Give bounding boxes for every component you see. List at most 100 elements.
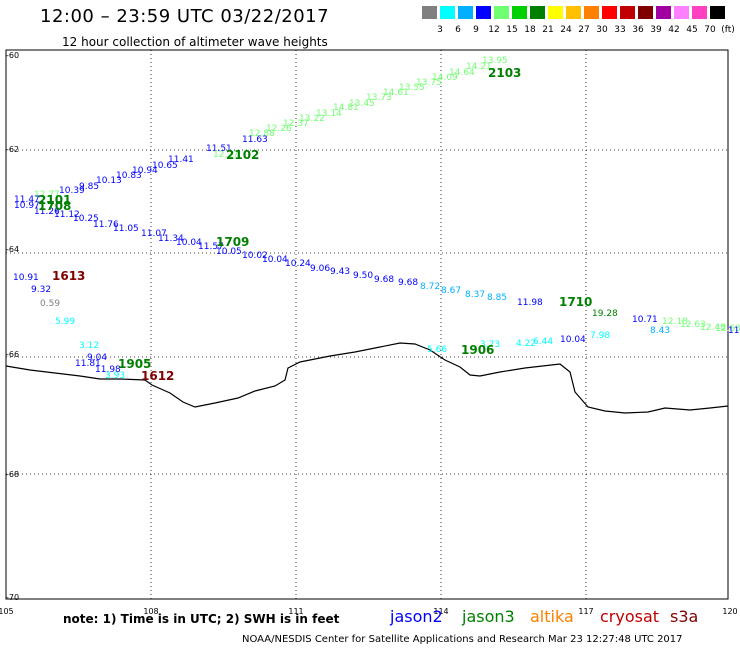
wave-height-value: 11.47 [14,195,40,205]
footer-credit: NOAA/NESDIS Center for Satellite Applica… [242,634,683,645]
scale-swatch [656,6,671,19]
wave-height-value: 10.04 [560,335,586,345]
wave-height-value: 12.48 [700,323,726,333]
scale-label: 30 [596,25,608,35]
wave-height-value: 10.97 [14,201,40,211]
wave-height-value: 5.66 [427,345,447,355]
wave-height-value: 11.81 [75,359,101,369]
wave-height-value: 14.21 [466,62,492,72]
pass-label: 1709 [216,235,249,249]
wave-height-value: 9.85 [79,182,99,192]
wave-height-value: 10.83 [116,171,142,181]
wave-height-value: 13.95 [482,56,508,66]
scale-label: 36 [632,25,644,35]
lon-label: 111 [288,607,303,616]
wave-height-value: 12.18 [662,317,688,327]
wave-height-value: 10.65 [152,161,178,171]
wave-height-value: 19.28 [592,309,618,319]
wave-height-value: 13.55 [399,83,425,93]
scale-label: 21 [542,25,554,35]
scale-label: (ft) [721,25,735,35]
wave-height-value: 10.02 [242,251,268,261]
scale-label: 12 [488,25,500,35]
wave-height-value: 11 [728,326,739,336]
wave-height-value: 10.04 [176,238,202,248]
lon-label: 120 [722,607,737,616]
wave-height-value: 11.07 [141,229,167,239]
pass-label: 1708 [38,199,71,213]
pass-label: 2101 [38,193,71,207]
scale-label: 70 [704,25,716,35]
scale-swatch [476,6,491,19]
lat-label: -68 [6,470,19,479]
scale-label: 9 [473,25,479,35]
scale-label: 15 [506,25,518,35]
scale-label: 18 [524,25,536,35]
scale-swatch [548,6,563,19]
pass-label: 2102 [226,148,259,162]
wave-height-value: 13.14 [316,109,342,119]
scale-swatch [440,6,455,19]
satellite-jason2: jason2 [390,607,443,626]
satellite-jason3: jason3 [462,607,515,626]
scale-swatch [458,6,473,19]
wave-height-value: 0.59 [40,299,60,309]
wave-height-value: 12.27 [213,150,239,160]
scale-label: 42 [668,25,680,35]
lat-label: -64 [6,245,19,254]
satellite-cryosat: cryosat [600,607,660,626]
wave-height-value: 13.75 [416,78,442,88]
wave-height-value: 9.68 [374,275,394,285]
wave-height-value: 11.05 [113,224,139,234]
wave-height-value: 4.22 [516,339,536,349]
wave-height-value: 8.43 [650,326,670,336]
wave-height-value: 11.76 [93,220,119,230]
wave-height-value: 13.45 [349,99,375,109]
wave-height-value: 13.73 [366,93,392,103]
wave-height-value: 9.50 [353,271,373,281]
wave-height-value: 11.41 [168,155,194,165]
wave-height-value: 9.06 [310,264,330,274]
wave-height-value: 13.22 [299,114,325,124]
wave-height-value: 11.63 [242,135,268,145]
wave-height-value: 3.12 [79,341,99,351]
scale-swatch [602,6,617,19]
wave-height-value: 5.99 [55,317,75,327]
wave-height-value: 10.24 [285,259,311,269]
lon-label: 114 [433,607,448,616]
lat-label: -62 [6,145,19,154]
scale-label: 27 [578,25,590,35]
wave-height-value: 10.04 [262,255,288,265]
lat-label: -70 [6,593,19,602]
wave-height-value: 12.88 [249,129,275,139]
note-text: note: 1) Time is in UTC; 2) SWH is in fe… [63,612,340,626]
wave-height-value: 12.77 [34,190,60,200]
wave-height-value: 14.81 [333,103,359,113]
wave-height-value: 10.39 [59,186,85,196]
wave-height-value: 11.51 [206,144,232,154]
wave-height-value: 10.13 [96,176,122,186]
wave-height-value: 6.44 [533,337,553,347]
wave-height-value: 10.25 [73,214,99,224]
wave-height-value: 10.94 [132,166,158,176]
wave-height-value: 9.43 [330,267,350,277]
scale-label: 24 [560,25,572,35]
wave-height-value: 7.98 [590,331,610,341]
satellite-altika: altika [530,607,574,626]
lat-label: -60 [6,51,19,60]
coastline [5,342,729,414]
wave-height-value: 11.26 [34,207,60,217]
wave-height-value: 10.91 [13,273,39,283]
wave-height-value: 3.93 [105,371,125,381]
wave-height-value: 8.67 [441,286,461,296]
wave-height-value: 9.04 [87,353,107,363]
lon-label: 108 [143,607,158,616]
scale-swatch [638,6,653,19]
wave-height-value: 11.98 [517,298,543,308]
pass-label: 2103 [488,66,521,80]
scale-swatch [674,6,689,19]
wave-height-value: 3.73 [480,340,500,350]
scale-swatch [494,6,509,19]
wave-height-value: 14.64 [449,68,475,78]
